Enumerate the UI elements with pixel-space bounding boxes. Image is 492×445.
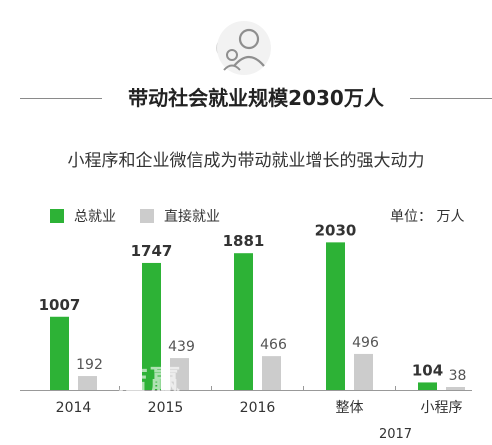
bar-direct-1 [170,358,189,390]
bar-direct-2 [262,356,281,390]
legend-item-total: 总就业 [50,206,116,226]
chart-title: 带动社会就业规模2030万人 [128,86,384,110]
chart-subtitle: 小程序和企业微信成为带动就业增长的强大动力 [67,151,425,171]
legend-item-direct: 直接就业 [140,206,220,226]
x-tick-label-4: 小程序 [421,400,463,416]
title-divider-left [20,98,102,99]
title-row: 带动社会就业规模2030万人 [0,80,492,114]
value-label-total-3: 2030 [315,221,357,239]
value-label-total-1: 1747 [131,242,173,260]
legend-label-direct: 直接就业 [164,209,220,225]
value-label-direct-0: 192 [76,357,103,373]
value-label-total-0: 1007 [39,296,81,314]
value-label-total-2: 1881 [223,232,265,250]
watermark: 店赢 [118,364,182,399]
legend: 总就业 直接就业 [50,206,244,226]
x-tick-label-1: 2015 [148,400,184,416]
value-label-direct-1: 439 [168,339,195,355]
bar-direct-0 [78,376,97,390]
value-label-direct-2: 466 [260,337,287,353]
bar-total-0 [50,316,69,390]
title-divider-right [410,98,492,99]
bar-total-2 [234,253,253,390]
group-label-2017: 2017 [379,427,412,442]
bar-total-3 [326,242,345,390]
unit-label: 单位： 万人 [390,209,465,225]
value-label-direct-4: 38 [449,368,467,384]
x-tick-label-3: 整体 [336,400,364,416]
legend-label-total: 总就业 [74,209,116,225]
value-label-total-4: 104 [412,361,443,379]
legend-swatch-direct [140,209,154,223]
value-label-direct-3: 496 [352,335,379,351]
bar-direct-4 [446,387,465,390]
people-icon [216,21,271,75]
bar-total-4 [418,382,437,390]
x-tick-label-2: 2016 [240,400,276,416]
bar-direct-3 [354,353,373,390]
bar-total-1 [142,262,161,390]
x-tick-label-0: 2014 [56,400,92,416]
legend-swatch-total [50,209,64,223]
